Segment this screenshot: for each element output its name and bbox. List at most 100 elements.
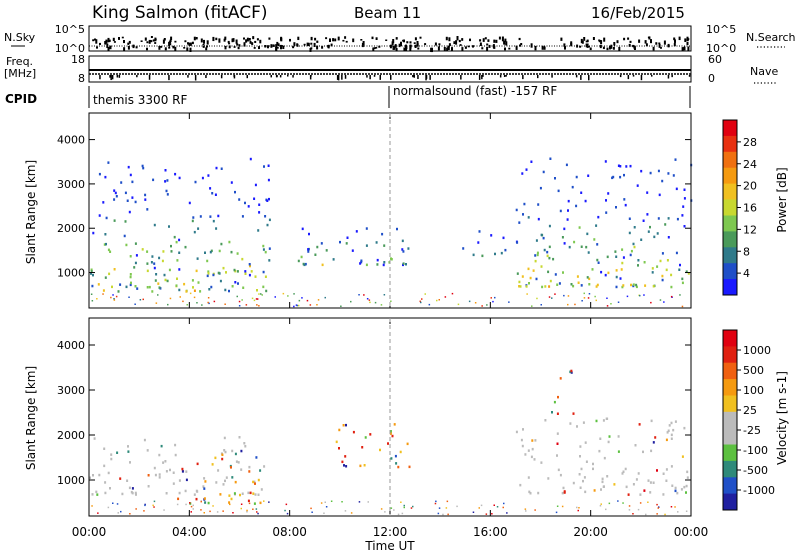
power-cell — [528, 282, 530, 285]
velocity-noise-cell — [323, 512, 325, 514]
nsky-panel: N.Sky 10^5 10^0 10^5 10^0 N.Search — [4, 23, 796, 55]
velocity-cell — [234, 480, 237, 484]
power-cell — [168, 225, 170, 228]
velocity-cell — [680, 488, 683, 491]
freq-sample — [478, 75, 481, 80]
velocity-cell — [238, 436, 241, 439]
velocity-cell — [537, 491, 540, 495]
velocity-cell — [643, 489, 646, 492]
power-cell — [625, 165, 628, 168]
nsky-sample — [613, 42, 616, 46]
power-noise-cell — [380, 304, 383, 306]
nsky-sample — [588, 45, 590, 48]
power-noise-cell — [551, 297, 553, 299]
power-cell — [263, 165, 265, 168]
velocity-cell — [243, 442, 246, 445]
power-cell — [297, 259, 300, 263]
power-noise-cell — [102, 293, 104, 295]
power-cell — [120, 181, 123, 184]
freq-sample — [233, 75, 235, 77]
power-cell — [623, 198, 626, 201]
velocity-cell — [635, 478, 638, 481]
velocity-cell — [533, 458, 536, 461]
velocity-cell — [625, 485, 628, 489]
power-cell — [657, 169, 660, 173]
velocity-cell — [562, 486, 565, 490]
nsky-sample — [417, 47, 420, 50]
velocity-cell — [147, 474, 150, 477]
velocity-cell — [582, 421, 585, 424]
nsky-sample — [469, 38, 471, 42]
power-cell — [661, 274, 664, 278]
velocity-noise-cell — [645, 513, 647, 516]
power-cell — [573, 240, 576, 244]
nsky-sample — [236, 43, 239, 46]
power-cell — [173, 235, 176, 239]
velocity-cell — [556, 432, 559, 435]
power-cell — [166, 193, 169, 196]
cpid-label: CPID — [5, 92, 37, 106]
power-cell — [651, 271, 654, 274]
velocity-cell — [211, 463, 214, 466]
power-cell — [225, 271, 227, 274]
power-cell — [230, 181, 233, 184]
power-cell — [523, 202, 526, 206]
nsky-sample — [233, 46, 236, 48]
power-noise-cell — [155, 302, 158, 304]
power-cell — [629, 164, 632, 168]
velocity-cell — [203, 497, 206, 500]
velocity-cell — [342, 424, 345, 427]
power-cell — [566, 218, 569, 221]
nsky-sample — [144, 37, 147, 41]
power-cell — [193, 230, 196, 234]
power-cell — [129, 273, 132, 276]
velocity-cell — [96, 493, 99, 496]
velocity-cell — [221, 453, 224, 456]
power-cell — [646, 213, 649, 216]
velocity-noise-cell — [400, 501, 402, 503]
velocity-cell — [395, 462, 398, 465]
nsky-sample — [391, 41, 394, 46]
power-noise-cell — [526, 293, 528, 295]
velocity-noise-cell — [240, 503, 243, 505]
freq-sample — [118, 75, 121, 78]
power-cell — [605, 211, 608, 214]
nsky-label: N.Sky — [4, 31, 36, 44]
nsky-sample — [627, 37, 630, 40]
velocity-cell — [153, 466, 156, 470]
power-cell — [166, 279, 169, 283]
power-noise-cell — [113, 298, 115, 300]
power-cell — [210, 285, 213, 289]
power-noise-cell — [617, 301, 620, 303]
velocity-ytick-label: 2000 — [57, 429, 85, 442]
power-cell — [146, 208, 149, 211]
velocity-cell — [252, 492, 255, 495]
nsky-sample — [564, 46, 566, 50]
velocity-cbar-tick-label: -1000 — [743, 484, 775, 497]
power-cell — [215, 166, 218, 170]
nsky-sample — [678, 36, 681, 41]
velocity-cell — [172, 471, 175, 474]
nsky-sample — [503, 40, 506, 44]
velocity-cell — [247, 491, 250, 495]
velocity-cell — [185, 478, 188, 482]
nsky-sample — [378, 45, 381, 48]
power-cell — [170, 250, 173, 253]
power-cell — [127, 165, 130, 169]
velocity-feature-0 — [89, 436, 266, 496]
power-cell — [219, 279, 222, 283]
nsky-sample — [96, 46, 98, 49]
nsky-sample — [193, 36, 196, 41]
power-cell — [628, 231, 631, 235]
power-cell — [667, 236, 670, 239]
power-cell — [131, 180, 134, 184]
velocity-noise-cell — [255, 508, 258, 510]
power-cell — [519, 285, 522, 288]
velocity-cell — [143, 438, 146, 442]
power-cell — [209, 187, 212, 190]
velocity-cell — [592, 467, 594, 471]
nsky-sample — [362, 41, 365, 46]
velocity-noise-cell — [503, 502, 505, 505]
power-cell — [571, 185, 574, 189]
velocity-cell — [685, 484, 688, 488]
